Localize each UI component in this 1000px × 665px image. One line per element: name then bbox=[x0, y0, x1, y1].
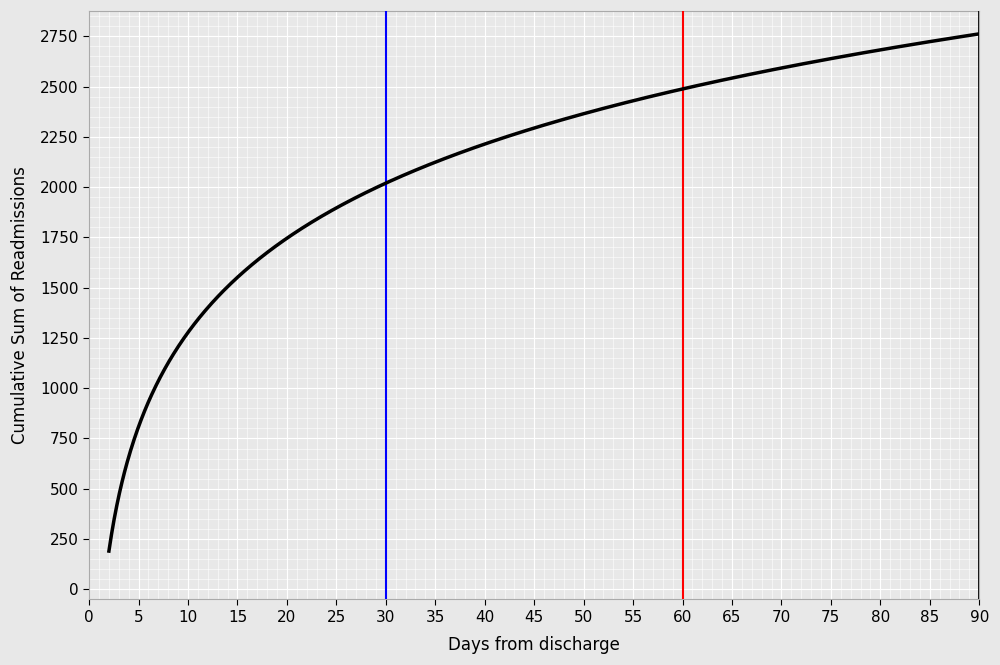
X-axis label: Days from discharge: Days from discharge bbox=[448, 636, 620, 654]
Y-axis label: Cumulative Sum of Readmissions: Cumulative Sum of Readmissions bbox=[11, 166, 29, 444]
